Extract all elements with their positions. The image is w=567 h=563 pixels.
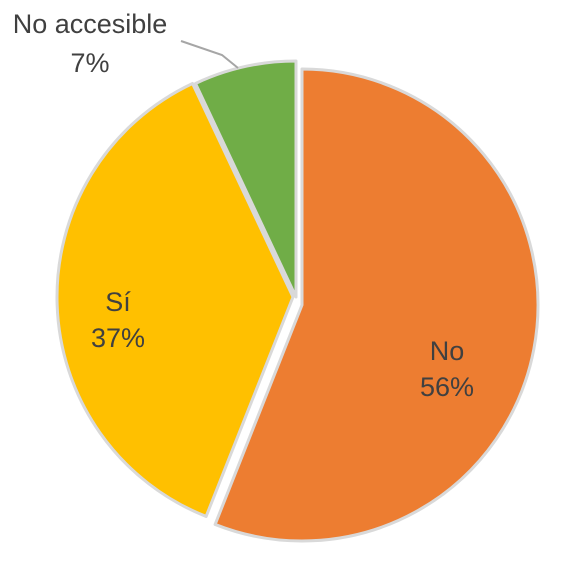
slice-category-label-no-accesible: No accesible bbox=[13, 9, 168, 39]
slice-category-label-s-: Sí bbox=[105, 287, 131, 317]
pie-slice-no bbox=[213, 67, 540, 543]
slice-category-label-no: No bbox=[430, 336, 465, 366]
slice-percent-label-s-: 37% bbox=[91, 323, 145, 353]
pie-slice-no-accesible bbox=[194, 59, 298, 299]
leader-line-no-accesible bbox=[180, 40, 239, 69]
slice-percent-label-no-accesible: 7% bbox=[70, 48, 109, 78]
slice-percent-label-no: 56% bbox=[420, 372, 474, 402]
pie-slice-s- bbox=[55, 81, 295, 518]
